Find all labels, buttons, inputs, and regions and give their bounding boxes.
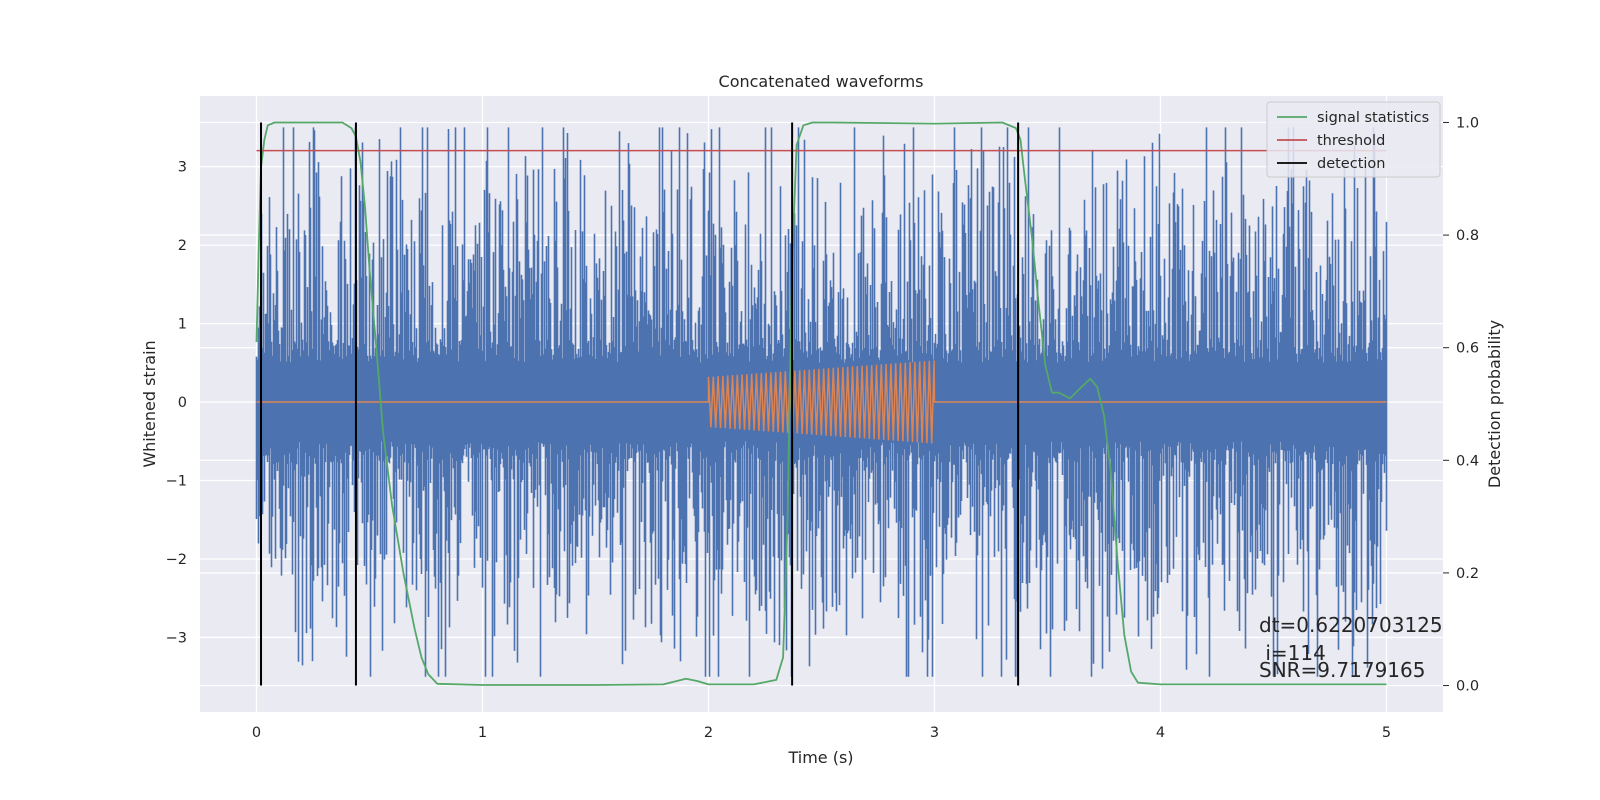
- y2-tick-label: 0.2: [1456, 566, 1479, 582]
- y-tick-label: 2: [178, 238, 187, 254]
- x-tick-label: 1: [478, 725, 487, 741]
- chart-title: Concatenated waveforms: [719, 72, 924, 91]
- signal-statistics-series: [255, 121, 1387, 686]
- y2-axis-label: Detection probability: [1485, 320, 1504, 488]
- x-tick-label: 5: [1382, 725, 1391, 741]
- ticks: 0 1 2 3 4 5 −3 −2 −1 0 1 2 3 0.0 0.2 0.4 0.6 0.8 1.0: [166, 115, 1479, 741]
- y-tick-label: 3: [178, 160, 187, 176]
- y2-tick-label: 0.6: [1456, 341, 1479, 357]
- y-tick-label: −1: [166, 474, 187, 490]
- legend-entry: signal statistics: [1317, 110, 1429, 126]
- y-tick-label: −3: [166, 630, 187, 646]
- injected-signal-series: [256, 360, 1387, 444]
- y-tick-label: −2: [166, 552, 187, 568]
- x-tick-label: 3: [930, 725, 939, 741]
- legend-box: [1266, 101, 1441, 178]
- y2-tick-label: 1.0: [1456, 115, 1479, 131]
- y-axis-label: Whitened strain: [140, 340, 159, 467]
- series-layer: [255, 121, 1388, 686]
- y2-tick-label: 0.4: [1456, 453, 1479, 469]
- x-tick-label: 0: [252, 725, 261, 741]
- annotation-text: dt=0.6220703125: [1259, 613, 1443, 637]
- legend-entry: detection: [1317, 156, 1385, 172]
- y2-tick-label: 0.0: [1456, 679, 1479, 695]
- legend: signal statistics threshold detection: [1266, 101, 1441, 178]
- y-tick-label: 1: [178, 317, 187, 333]
- annotation-text: i=114: [1259, 641, 1326, 665]
- annotation-text: SNR=9.7179165: [1259, 658, 1425, 682]
- legend-entry: threshold: [1317, 133, 1385, 149]
- x-tick-label: 4: [1156, 725, 1165, 741]
- y2-tick-label: 0.8: [1456, 228, 1479, 244]
- y-tick-label: 0: [178, 395, 187, 411]
- x-axis-label: Time (s): [787, 748, 853, 767]
- x-tick-label: 2: [704, 725, 713, 741]
- strain-series: [255, 127, 1388, 677]
